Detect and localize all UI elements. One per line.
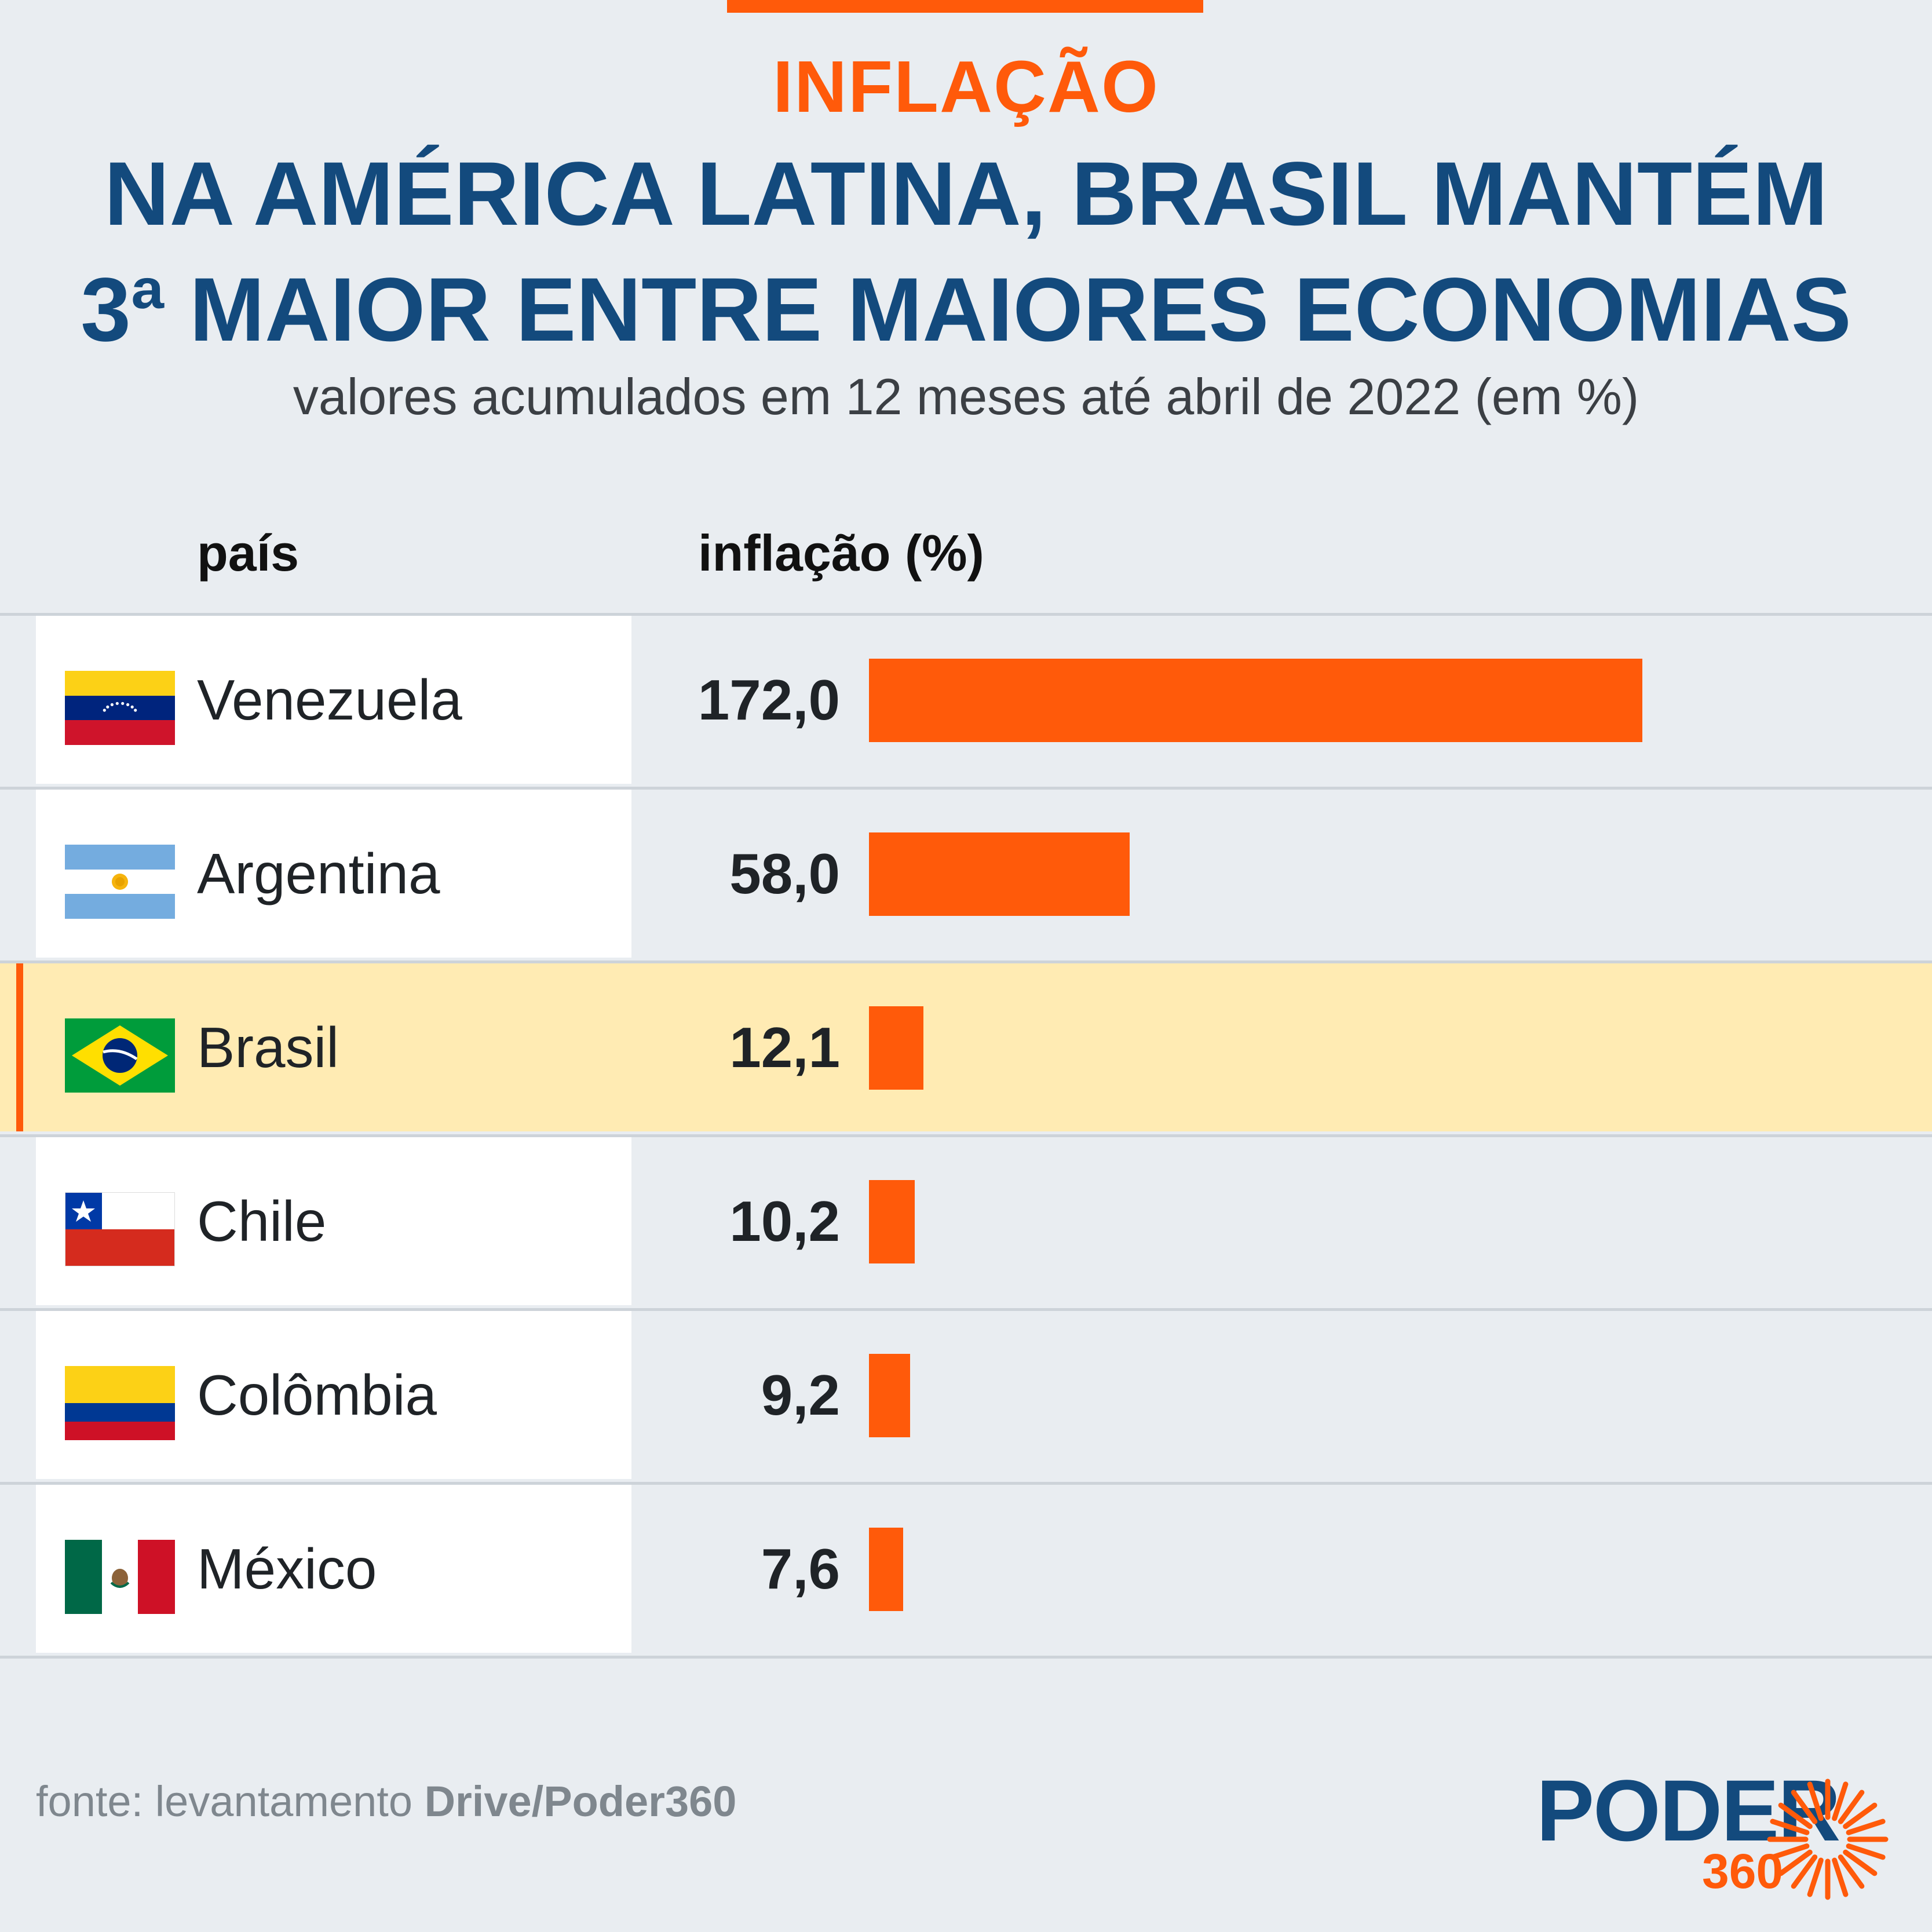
- country-cell: Chile: [36, 1137, 631, 1305]
- country-name: Colômbia: [197, 1363, 437, 1427]
- bar: [869, 1528, 903, 1611]
- row-divider: [0, 960, 1932, 963]
- country-name: Venezuela: [197, 668, 462, 732]
- country-cell: Colômbia: [36, 1311, 631, 1479]
- table-row: Venezuela 172,0: [0, 616, 1932, 784]
- value-label: 58,0: [729, 842, 840, 905]
- top-accent-bar: [727, 0, 1203, 13]
- column-header-country: país: [197, 524, 300, 582]
- row-divider: [0, 1308, 1932, 1311]
- bar: [869, 1354, 911, 1437]
- country-cell: Brasil: [36, 963, 631, 1131]
- country-name: Brasil: [197, 1016, 339, 1079]
- table-row: Colômbia 9,2: [0, 1311, 1932, 1479]
- highlight-marker: [16, 963, 23, 1131]
- value-label: 12,1: [729, 1016, 840, 1079]
- venezuela-flag-icon: [65, 671, 175, 745]
- bar: [869, 659, 1642, 742]
- sun-icon: [1767, 1778, 1889, 1900]
- mexico-flag-icon: [65, 1540, 175, 1614]
- country-cell: Venezuela: [36, 616, 631, 784]
- table-row: Brasil 12,1: [0, 963, 1932, 1131]
- row-divider: [0, 1656, 1932, 1659]
- colombia-flag-icon: [65, 1366, 175, 1440]
- kicker: INFLAÇÃO: [773, 46, 1159, 127]
- bar: [869, 1006, 923, 1090]
- value-label: 10,2: [729, 1189, 840, 1253]
- brazil-flag-icon: [65, 1018, 175, 1093]
- row-divider: [0, 787, 1932, 790]
- logo-number: 360: [1702, 1844, 1784, 1898]
- row-divider: [0, 1134, 1932, 1137]
- country-name: Argentina: [197, 842, 440, 905]
- value-label: 9,2: [761, 1363, 840, 1427]
- country-name: Chile: [197, 1189, 327, 1253]
- column-header-inflation: inflação (%): [698, 524, 984, 582]
- row-divider: [0, 613, 1932, 616]
- chart-title-line-1: NA AMÉRICA LATINA, BRASIL MANTÉM: [104, 144, 1828, 244]
- bar: [869, 1180, 915, 1263]
- chart-title-line-2: 3ª MAIOR ENTRE MAIORES ECONOMIAS: [81, 260, 1851, 360]
- country-cell: Argentina: [36, 790, 631, 958]
- country-cell: México: [36, 1485, 631, 1653]
- argentina-flag-icon: [65, 845, 175, 919]
- table-row: Argentina 58,0: [0, 790, 1932, 958]
- table-row: Chile 10,2: [0, 1137, 1932, 1305]
- row-divider: [0, 1482, 1932, 1485]
- country-name: México: [197, 1537, 377, 1601]
- table-row: México 7,6: [0, 1485, 1932, 1653]
- poder360-logo: PODER 360: [1529, 1761, 1900, 1900]
- source-note: fonte: levantamento Drive/Poder360: [36, 1773, 736, 1831]
- chart-subtitle: valores acumulados em 12 meses até abril…: [293, 368, 1639, 425]
- value-label: 172,0: [697, 668, 840, 732]
- source-name: Drive/Poder360: [424, 1777, 737, 1825]
- source-prefix: fonte: levantamento: [36, 1777, 425, 1825]
- bar: [869, 832, 1130, 916]
- value-label: 7,6: [761, 1537, 840, 1601]
- chile-flag-icon: [65, 1192, 175, 1266]
